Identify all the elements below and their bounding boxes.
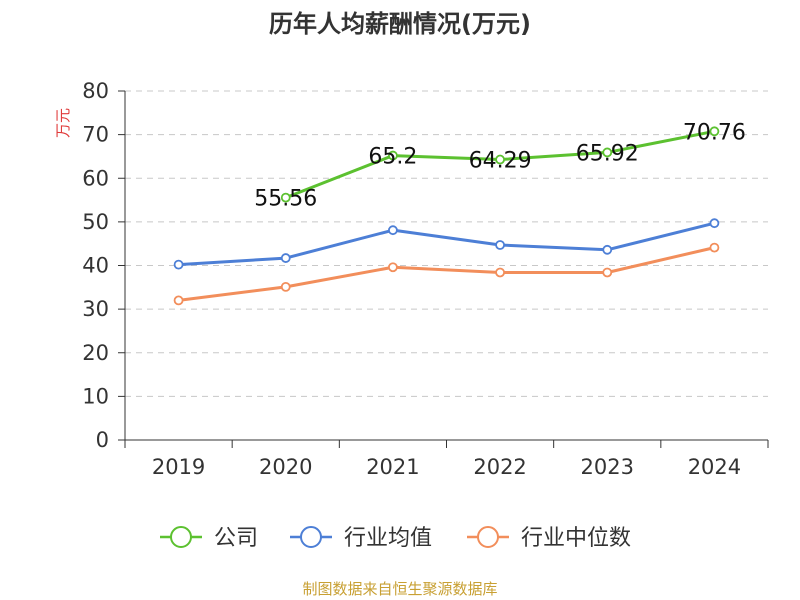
y-tick-label: 50 [82,210,109,234]
data-point [602,147,613,158]
x-tick-label: 2019 [152,455,205,479]
legend[interactable]: 公司 行业均值 行业中位数 [160,526,631,551]
data-point [709,218,720,229]
data-point [173,259,184,270]
data-label: 65.2 [368,145,417,170]
series-lines [173,126,720,306]
y-tick-label: 30 [82,297,109,321]
x-tick-label: 2021 [366,455,419,479]
series-line [178,221,715,267]
data-point [495,154,505,165]
y-tick-label: 10 [82,384,109,408]
axes: 0 10 20 30 40 50 60 70 80 2019 2020 2021 2022 2023 202… [82,79,769,479]
x-tick-label: 2023 [581,455,634,479]
source-note: 制图数据来自恒生聚源数据库 [302,580,498,598]
data-point [602,267,613,278]
data-point [280,281,291,292]
y-tick-label: 20 [82,341,109,365]
legend-label: 行业中位数 [521,526,631,551]
y-tick-label: 80 [82,79,109,103]
data-point [709,126,720,137]
data-point [602,244,613,255]
data-label: 65.92 [576,141,639,166]
x-tick-label: 2020 [259,455,312,479]
legend-label: 行业均值 [344,526,432,551]
x-tick-label: 2024 [688,455,741,479]
grid-lines [125,90,768,397]
y-tick-label: 70 [82,123,109,147]
data-point [388,150,398,161]
y-tick-label: 60 [82,166,109,190]
y-axis-label: 万元 [54,108,72,138]
data-point [388,262,398,273]
legend-marker [477,526,499,548]
legend-marker [170,526,192,548]
x-tick-label: 2022 [473,455,526,479]
data-point [495,267,505,278]
data-labels: 55.56 65.2 64.29 65.92 70.76 [254,120,746,211]
legend-marker [300,526,322,548]
data-point [388,225,398,236]
data-point [280,253,291,263]
data-point [173,295,184,306]
y-tick-label: 0 [96,428,109,452]
legend-label: 公司 [214,526,258,551]
data-label: 64.29 [469,149,532,174]
data-point [280,192,291,203]
series-line [178,246,715,302]
data-label: 70.76 [683,120,746,145]
y-tick-label: 40 [82,254,109,278]
data-point [495,240,505,250]
data-point [709,242,720,253]
chart-title: 历年人均薪酬情况(万元) [269,10,531,38]
data-label: 55.56 [254,187,317,212]
